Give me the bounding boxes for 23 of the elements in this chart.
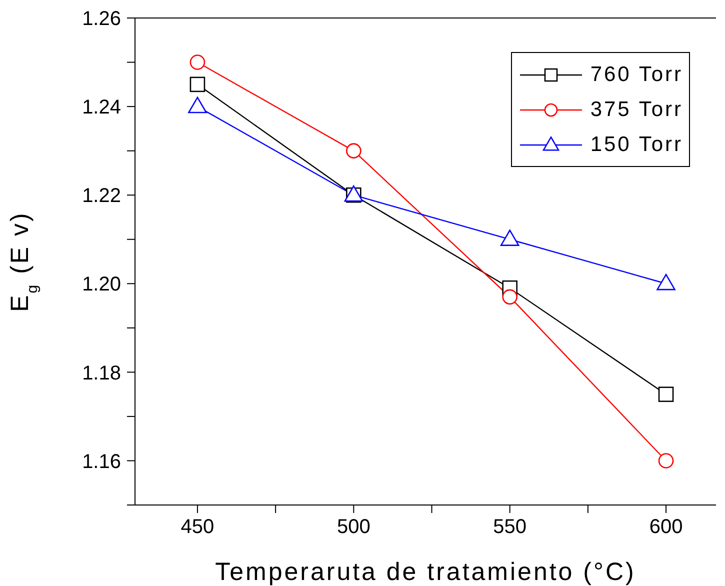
y-tick-label: 1.16 <box>82 450 121 473</box>
y-tick-label: 1.26 <box>82 8 121 30</box>
point <box>658 386 674 402</box>
point <box>656 274 676 290</box>
x-tick-label: 500 <box>336 516 370 538</box>
point <box>190 54 206 70</box>
point <box>188 96 207 114</box>
legend-label: 150 Torr <box>590 132 683 156</box>
x-tick-label: 450 <box>180 516 214 538</box>
y-tick-label: 1.20 <box>82 274 121 296</box>
point <box>346 143 362 158</box>
y-tick-label: 1.22 <box>82 185 121 208</box>
y-tick-label: 1.24 <box>82 96 121 119</box>
y-tick-label: 1.18 <box>82 362 121 384</box>
point <box>658 453 674 468</box>
point <box>502 289 518 305</box>
point <box>190 76 206 92</box>
x-tick-label: 550 <box>493 516 527 538</box>
legend-label: 760 Torr <box>590 62 683 86</box>
x-axis-title: Temperaruta de tratamiento (°C) <box>215 558 636 586</box>
point <box>500 230 520 246</box>
x-tick-label: 600 <box>649 516 683 538</box>
legend-label: 375 Torr <box>590 98 683 122</box>
